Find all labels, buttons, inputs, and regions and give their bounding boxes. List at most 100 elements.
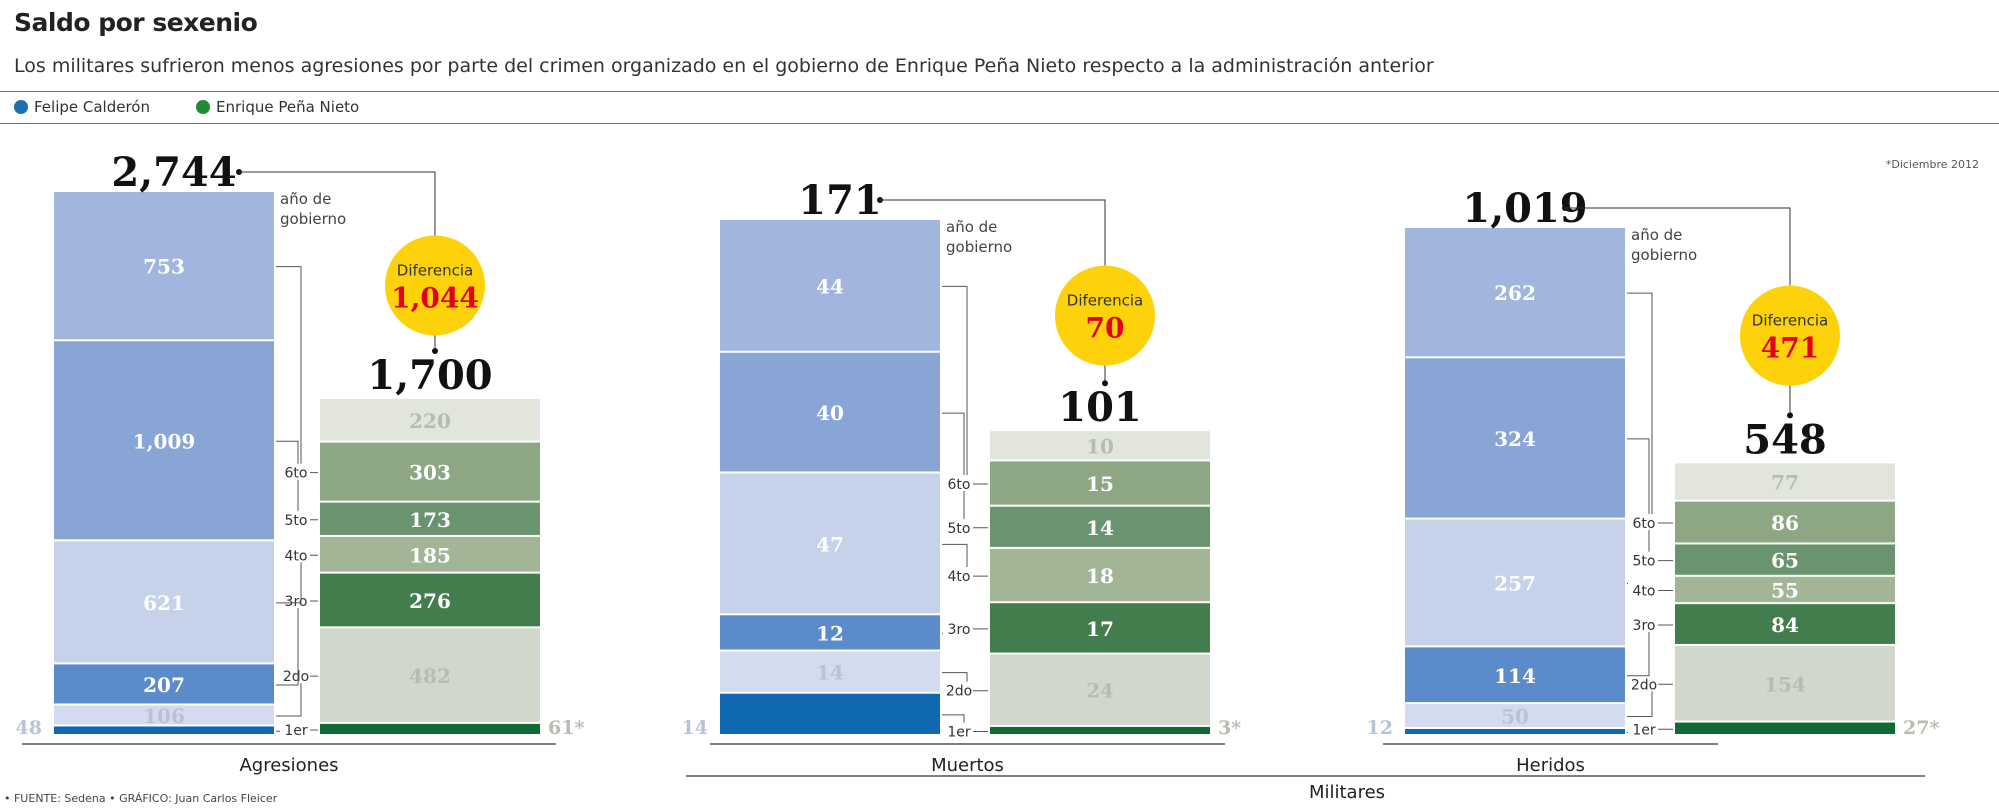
pena-segment-4 [1675,576,1895,603]
year-label-bg-1 [1628,720,1658,737]
footnote: *Diciembre 2012 [1885,158,1979,171]
pena-segment-1 [990,726,1210,734]
pena-value-label-4: 18 [1086,564,1114,588]
year-label-4: 4to [285,548,308,564]
pena-value-label-2: 24 [1086,679,1114,703]
calderon-value-label-6: 44 [816,274,844,298]
pena-segment-2 [1675,645,1895,721]
pena-value-label-7: 220 [409,409,451,433]
source-credit: • FUENTE: Sedena • GRÁFICO: Juan Carlos … [4,792,278,805]
pena-value-label-2: 482 [409,664,451,688]
chart-subtitle: Los militares sufrieron menos agresiones… [14,55,1434,77]
year-label-5: 5to [948,521,971,537]
year-label-6: 6to [285,466,308,482]
calderon-value-label-3: 114 [1494,664,1536,688]
pena-segment-2 [990,654,1210,725]
year-label-line1: año de [1631,226,1682,244]
pena-segment-1 [1675,722,1895,734]
year-label-1: 1er [1632,722,1656,738]
year-label-bg-3 [280,591,310,608]
year-label-bg-1 [280,720,310,737]
year-label-bg-6 [943,475,973,492]
difference-value: 70 [1086,312,1125,345]
pena-segment-5 [320,502,540,535]
calderon-total-label: 2,744 [111,149,236,196]
calderon-total-label: 171 [798,177,882,224]
group-label: Militares [1309,782,1385,803]
pena-value-label-4: 55 [1771,578,1799,602]
pena-value-label-7: 77 [1771,471,1799,495]
year-label-4: 4to [1633,583,1656,599]
legend-label-calderon: Felipe Calderón [34,98,150,116]
calderon-value-label-4: 621 [143,591,185,615]
year-label-bg-3 [1628,616,1658,633]
year-label-5: 5to [1633,554,1656,570]
calderon-segment-3 [54,664,274,704]
year-connector-2 [942,672,988,692]
pena-total-dot [432,347,438,354]
calderon-segment-3 [1405,647,1625,703]
pena-value-label-1: 3* [1218,717,1241,739]
year-label-bg-4 [280,546,310,563]
year-label-2: 2do [1631,677,1657,693]
calderon-value-label-6: 262 [1494,281,1536,305]
year-label-3: 3ro [285,594,308,610]
pena-segment-4 [990,548,1210,602]
calderon-segment-6 [1405,227,1625,357]
category-label-heridos: Heridos [1516,755,1585,776]
calderon-value-label-1: 48 [16,717,42,739]
pena-total-label: 101 [1058,384,1142,431]
pena-segment-2 [320,628,540,722]
pena-value-label-7: 10 [1086,434,1114,458]
difference-connector-top [880,199,1106,266]
year-label-2: 2do [946,684,972,700]
pena-total-dot [1102,380,1108,387]
pena-segment-3 [320,573,540,627]
calderon-segment-1 [1405,729,1625,734]
legend-label-pena: Enrique Peña Nieto [216,98,360,116]
pena-value-label-1: 61* [548,717,584,739]
pena-total-label: 548 [1743,416,1827,463]
pena-value-label-6: 303 [409,461,451,485]
year-label-bg-6 [280,463,310,480]
legend-swatch-pena [196,100,210,114]
difference-value: 1,044 [391,281,479,314]
year-label-6: 6to [948,477,971,493]
year-label-bg-5 [280,510,310,527]
year-connector-2 [1627,683,1673,718]
year-connector-3 [1627,624,1673,677]
calderon-value-label-5: 324 [1494,427,1536,451]
year-connector-6 [1627,292,1673,524]
legend-item-pena: Enrique Peña Nieto [196,98,359,116]
pena-value-label-3: 276 [409,589,451,613]
pena-segment-5 [990,506,1210,547]
header-rule-top [0,91,1999,92]
year-label-line1: año de [946,218,997,236]
calderon-segment-4 [720,473,940,614]
year-connector-4 [942,543,988,577]
calderon-value-label-3: 12 [816,621,844,645]
calderon-value-label-3: 207 [143,673,185,697]
year-label-1: 1er [947,724,971,740]
difference-circle [1055,265,1155,366]
year-connector-5 [942,412,988,529]
calderon-segment-2 [720,651,940,692]
calderon-segment-4 [1405,519,1625,646]
calderon-value-label-1: 14 [682,717,708,739]
pena-segment-7 [1675,463,1895,500]
difference-label: Diferencia [1752,312,1828,330]
calderon-segment-5 [720,352,940,472]
calderon-value-label-4: 47 [816,532,844,556]
difference-value: 471 [1761,332,1819,365]
category-label-muertos: Muertos [931,755,1004,776]
calderon-segment-6 [720,220,940,351]
pena-total-dot [1787,412,1793,419]
year-connector-5 [1627,438,1673,562]
pena-total-label: 1,700 [367,352,492,399]
pena-segment-1 [320,723,540,734]
calderon-segment-4 [54,541,274,663]
year-label-bg-6 [1628,514,1658,531]
legend: Felipe Calderón Enrique Peña Nieto [14,98,359,116]
calderon-value-label-6: 753 [143,255,185,279]
